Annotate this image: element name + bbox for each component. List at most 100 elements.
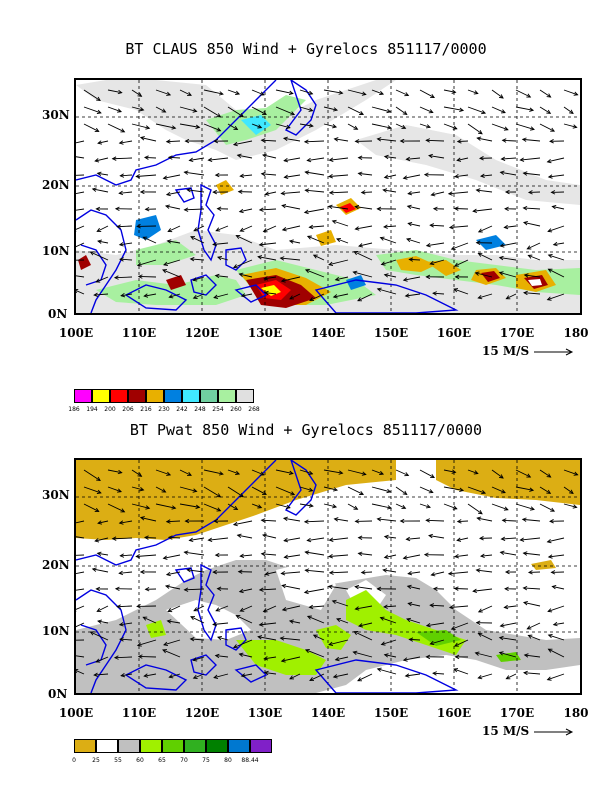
wind-arrow-head bbox=[547, 253, 553, 259]
wind-arrow-head bbox=[192, 488, 198, 493]
wind-arrow bbox=[138, 656, 157, 658]
wind-arrow-head bbox=[263, 670, 269, 676]
wind-arrow-head bbox=[383, 653, 389, 658]
wind-arrow bbox=[83, 503, 99, 512]
wind-arrow-head bbox=[546, 158, 552, 164]
wind-arrow-head bbox=[119, 637, 124, 642]
wind-arrow bbox=[190, 638, 205, 641]
wind-arrow-head bbox=[499, 550, 505, 556]
wind-arrow-head bbox=[280, 571, 286, 576]
wind-arrow bbox=[107, 469, 122, 474]
wind-arrow-head bbox=[289, 675, 295, 680]
wind-arrow-head bbox=[116, 604, 122, 609]
wind-arrow bbox=[353, 631, 373, 641]
wind-arrow-head bbox=[447, 191, 453, 196]
wind-arrow bbox=[355, 586, 373, 590]
wind-arrow bbox=[523, 207, 541, 210]
legend-tick-label: 80 bbox=[224, 757, 232, 764]
wind-arrow-head bbox=[183, 550, 189, 555]
wind-arrow-head bbox=[238, 588, 244, 594]
wind-arrow bbox=[451, 622, 469, 630]
wind-arrow bbox=[119, 622, 133, 626]
wind-arrow bbox=[166, 520, 181, 523]
wind-arrow bbox=[523, 602, 541, 607]
wind-arrow bbox=[547, 673, 565, 681]
wind-arrow-head bbox=[450, 625, 456, 631]
wind-arrow bbox=[163, 174, 181, 179]
legend-tick-label: 88.44 bbox=[241, 757, 259, 764]
wind-arrow bbox=[233, 259, 253, 268]
wind-arrow bbox=[251, 106, 267, 115]
wind-arrow-head bbox=[285, 504, 291, 510]
wind-arrow-head bbox=[119, 173, 125, 178]
wind-arrow-head bbox=[334, 656, 340, 662]
wind-arrow bbox=[419, 469, 435, 478]
wind-arrow bbox=[259, 588, 277, 591]
wind-arrow-head bbox=[353, 251, 359, 256]
wind-arrow-head bbox=[118, 520, 124, 525]
wind-arrow-head bbox=[526, 93, 532, 98]
wind-arrow bbox=[144, 156, 157, 159]
legend-tick-label: 260 bbox=[230, 406, 242, 413]
wind-arrow-head bbox=[238, 208, 244, 214]
wind-arrow-head bbox=[500, 109, 506, 114]
wind-arrow-head bbox=[257, 255, 263, 260]
wind-arrow bbox=[282, 585, 301, 590]
wind-arrow bbox=[477, 137, 493, 142]
wind-arrow bbox=[328, 259, 349, 266]
wind-arrow bbox=[227, 486, 244, 498]
wind-arrow bbox=[233, 639, 253, 648]
wind-arrow bbox=[333, 673, 349, 678]
wind-arrow bbox=[299, 106, 313, 112]
wind-arrow-head bbox=[89, 251, 95, 256]
wind-arrow-head bbox=[193, 607, 199, 612]
wind-arrow bbox=[131, 106, 144, 111]
wind-arrow bbox=[358, 172, 373, 176]
top-lat-label-20n: 20N bbox=[42, 178, 70, 192]
wind-arrow-head bbox=[546, 676, 552, 681]
wind-arrow-head bbox=[280, 278, 286, 283]
wind-arrow bbox=[449, 225, 469, 228]
wind-arrow-head bbox=[328, 174, 333, 179]
wind-arrow-head bbox=[288, 239, 294, 244]
wind-arrow-head bbox=[304, 648, 310, 654]
wind-arrow-head bbox=[546, 296, 552, 301]
wind-arrow-head bbox=[262, 228, 268, 233]
wind-arrow bbox=[94, 293, 109, 296]
wind-arrow bbox=[500, 551, 517, 556]
bottom-lat-label-30n: 30N bbox=[42, 488, 70, 502]
wind-arrow-head bbox=[213, 518, 219, 524]
wind-arrow-head bbox=[283, 157, 289, 163]
legend-swatch bbox=[146, 389, 164, 403]
wind-arrow bbox=[280, 637, 301, 641]
wind-arrow-head bbox=[572, 504, 578, 509]
wind-arrow bbox=[467, 486, 486, 494]
wind-arrow-head bbox=[118, 190, 124, 196]
wind-arrow-head bbox=[328, 641, 334, 646]
wind-arrow bbox=[335, 276, 349, 281]
wind-arrow bbox=[239, 273, 253, 278]
wind-arrow bbox=[264, 672, 277, 675]
wind-arrow-head bbox=[481, 489, 487, 495]
wind-arrow-head bbox=[429, 260, 435, 266]
wind-arrow bbox=[131, 123, 150, 129]
wind-arrow-head bbox=[456, 139, 462, 144]
wind-arrow-head bbox=[336, 237, 341, 243]
wind-arrow-head bbox=[232, 264, 238, 269]
wind-arrow-head bbox=[430, 94, 436, 99]
wind-arrow bbox=[193, 656, 205, 661]
wind-arrow-head bbox=[136, 642, 142, 647]
bottom-lon-label-130e: 130E bbox=[247, 706, 283, 720]
wind-arrow-head bbox=[283, 554, 289, 560]
wind-arrow-head bbox=[216, 206, 222, 211]
wind-arrow bbox=[263, 605, 277, 612]
wind-arrow-head bbox=[308, 90, 314, 95]
wind-arrow bbox=[76, 140, 85, 144]
wind-arrow bbox=[405, 293, 421, 297]
wind-arrow-head bbox=[143, 535, 149, 540]
wind-arrow-head bbox=[448, 225, 454, 230]
wind-arrow bbox=[121, 293, 133, 297]
wind-arrow-head bbox=[500, 156, 506, 161]
wind-arrow-head bbox=[94, 158, 100, 163]
wind-arrow-head bbox=[91, 567, 97, 572]
